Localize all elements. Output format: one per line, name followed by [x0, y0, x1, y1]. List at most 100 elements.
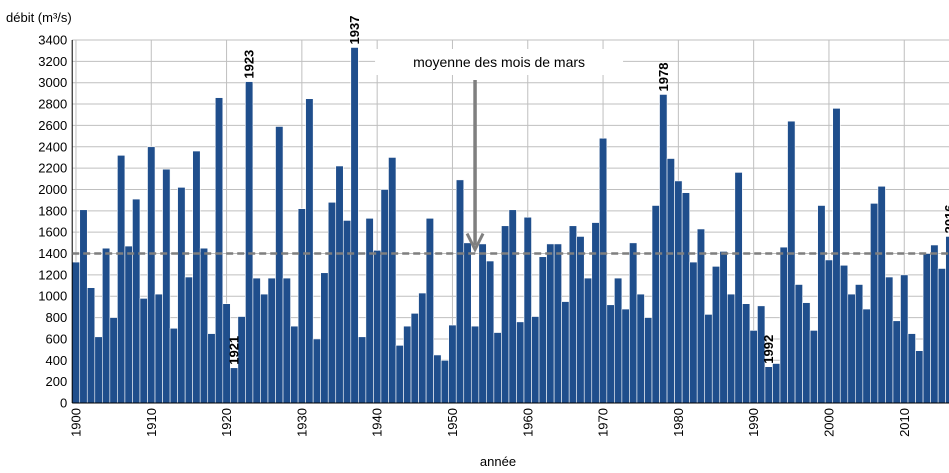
bar: [448, 324, 457, 404]
year-annotation: 1923: [242, 50, 257, 79]
bar: [531, 316, 540, 404]
bar: [177, 187, 186, 404]
bar: [117, 155, 126, 404]
year-annotation: 1937: [347, 16, 362, 45]
bar: [802, 302, 811, 404]
bar: [508, 209, 517, 404]
bar: [614, 277, 623, 404]
x-tick-label: 1900: [68, 408, 83, 437]
bar: [787, 120, 796, 404]
bar: [855, 284, 864, 404]
y-tick-label: 800: [45, 310, 67, 325]
bar: [214, 97, 224, 404]
bar: [207, 333, 216, 404]
bar: [915, 350, 924, 404]
y-tick-label: 2400: [38, 139, 67, 154]
y-tick-label: 3000: [38, 75, 67, 90]
x-tick-label: 1940: [370, 408, 385, 437]
bar: [734, 172, 743, 404]
mean-annotation: moyenne des mois de mars: [413, 54, 585, 70]
bar: [342, 220, 352, 404]
x-tick-label: 1960: [520, 408, 535, 437]
bar: [327, 201, 337, 404]
bar: [297, 208, 306, 404]
bar: [199, 247, 209, 404]
bar: [418, 292, 427, 404]
bar: [335, 165, 344, 404]
x-tick-label: 2000: [821, 408, 836, 437]
bar: [644, 317, 653, 404]
y-tick-label: 1800: [38, 203, 67, 218]
bar: [704, 314, 713, 404]
bar: [900, 274, 909, 404]
bar: [659, 94, 668, 404]
year-annotation: 1992: [761, 335, 776, 364]
annotation-box: [375, 49, 624, 75]
bar: [305, 98, 314, 404]
bar: [885, 276, 894, 404]
bar: [433, 354, 442, 404]
bar: [380, 189, 389, 404]
y-tick-label: 0: [60, 396, 67, 411]
bar: [922, 253, 931, 404]
bar: [86, 287, 96, 404]
bar: [388, 157, 397, 404]
bar: [877, 185, 886, 404]
bar: [282, 277, 291, 404]
year-annotation: 1921: [227, 336, 242, 365]
bar: [711, 266, 721, 404]
y-tick-label: 2000: [38, 182, 67, 197]
bar: [606, 304, 615, 404]
bar: [583, 277, 593, 404]
bar: [102, 247, 111, 404]
y-tick-label: 1000: [38, 289, 67, 304]
x-tick-label: 1920: [219, 408, 234, 437]
y-tick-label: 2600: [38, 118, 67, 133]
bar: [192, 150, 201, 404]
bar: [455, 179, 465, 404]
bar: [486, 260, 495, 404]
bar: [132, 198, 141, 404]
bar: [493, 332, 502, 404]
bar: [598, 137, 608, 404]
bar: [862, 308, 871, 404]
bar: [523, 216, 532, 404]
bar: [839, 264, 849, 404]
y-tick-label: 400: [45, 353, 67, 368]
bar: [742, 303, 751, 404]
bar: [696, 228, 706, 404]
bar: [260, 293, 269, 404]
bar: [425, 217, 434, 404]
y-tick-label: 3200: [38, 54, 67, 69]
bar: [365, 217, 374, 404]
y-tick-label: 1400: [38, 246, 67, 261]
bar: [147, 146, 156, 404]
y-tick-label: 2800: [38, 97, 67, 112]
bar: [410, 313, 419, 404]
y-tick-label: 2200: [38, 161, 67, 176]
bar: [267, 277, 276, 404]
bar: [907, 333, 916, 404]
x-tick-label: 1980: [671, 408, 686, 437]
bar: [847, 293, 856, 404]
bar: [591, 222, 600, 404]
bar: [79, 209, 88, 404]
bar: [666, 158, 675, 404]
bar: [463, 242, 472, 404]
bar: [252, 277, 261, 404]
bar: [275, 126, 284, 404]
bar: [561, 301, 570, 404]
x-axis-label: année: [480, 454, 516, 469]
bar: [689, 261, 698, 404]
bar: [621, 308, 630, 404]
bar: [440, 359, 449, 404]
x-tick-label: 1950: [445, 408, 460, 437]
bar: [403, 325, 412, 404]
bar: [553, 243, 562, 404]
y-tick-label: 1200: [38, 267, 67, 282]
x-tick-label: 1990: [746, 408, 761, 437]
y-axis-label: débit (m³/s): [6, 10, 72, 25]
year-annotation: 1978: [656, 63, 671, 92]
bar: [719, 251, 728, 404]
bar: [636, 293, 645, 404]
